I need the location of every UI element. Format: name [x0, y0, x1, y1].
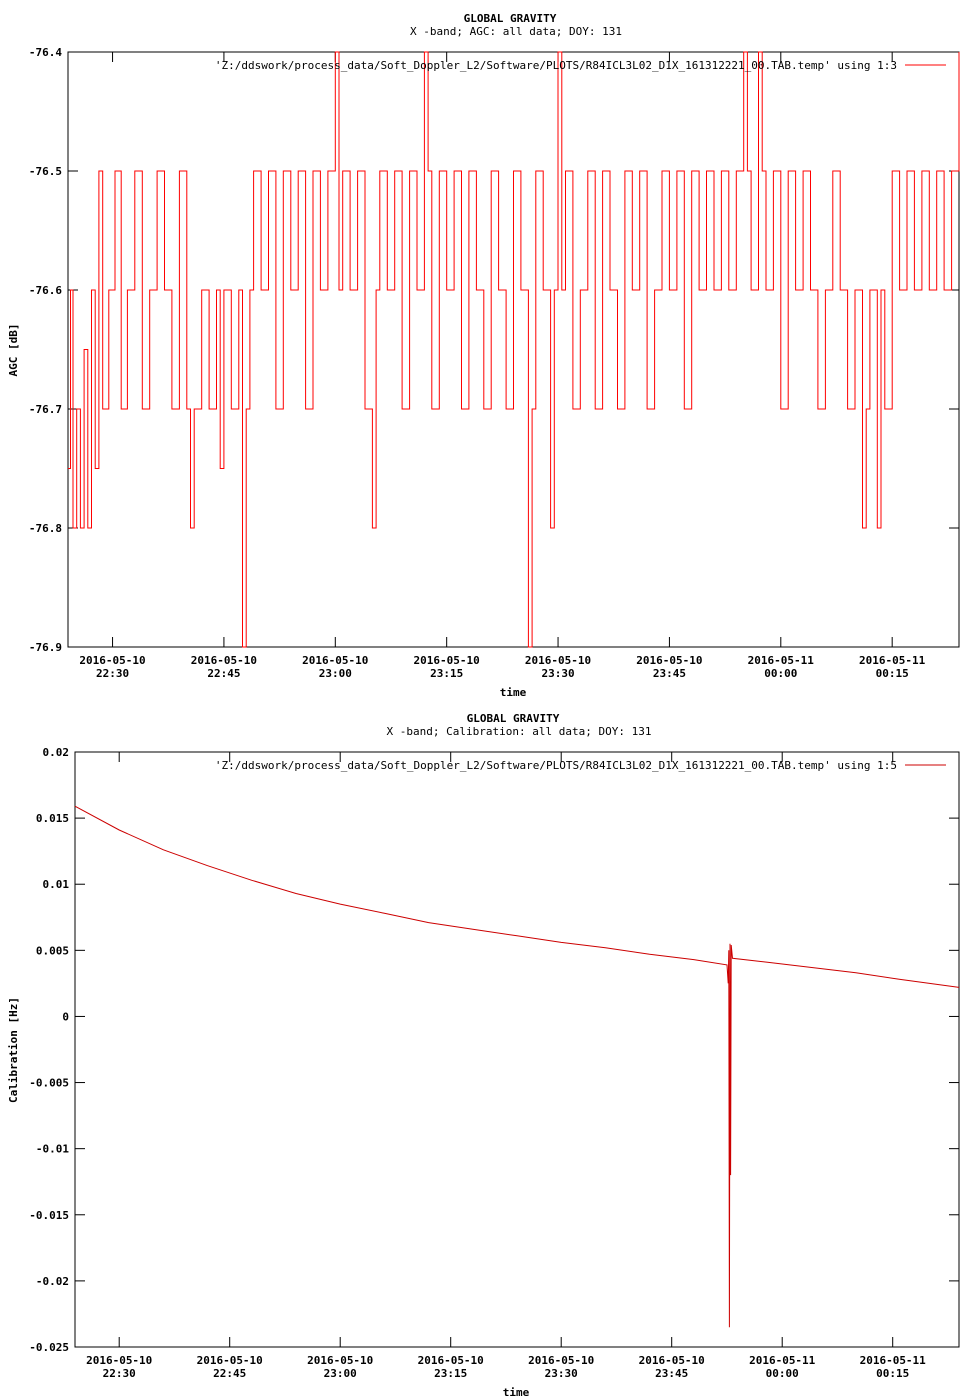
calibration-y-tick-label: -0.015: [29, 1209, 69, 1222]
calibration-y-tick-label: 0: [62, 1010, 69, 1023]
agc-y-tick-label: -76.5: [29, 165, 62, 178]
calibration-y-tick-label: 0.02: [43, 746, 70, 759]
calibration-x-tick-time: 23:45: [655, 1367, 688, 1380]
calibration-y-tick-label: 0.015: [36, 812, 69, 825]
calibration-y-ticks: 0.02 0.015 0.01 0.005 0 -0.005 -0.01 -0.015 -0.0…: [29, 746, 959, 1354]
agc-x-tick-time: 23:45: [653, 667, 686, 680]
calibration-x-tick-time: 00:00: [766, 1367, 799, 1380]
calibration-chart-title: GLOBAL GRAVITY: [467, 712, 560, 725]
calibration-x-tick-date: 2016-05-10: [197, 1354, 263, 1367]
agc-chart: GLOBAL GRAVITY X -band; AGC: all data; D…: [7, 12, 960, 699]
calibration-legend-label: 'Z:/ddswork/process_data/Soft_Doppler_L2…: [215, 759, 897, 772]
calibration-y-axis-label: Calibration [Hz]: [7, 997, 20, 1103]
agc-x-tick-date: 2016-05-10: [636, 654, 702, 667]
agc-x-tick-time: 22:30: [96, 667, 129, 680]
agc-y-tick-label: -76.4: [29, 46, 62, 59]
calibration-x-tick-time: 00:15: [876, 1367, 909, 1380]
agc-chart-title: GLOBAL GRAVITY: [464, 12, 557, 25]
agc-y-axis-label: AGC [dB]: [7, 324, 20, 377]
calibration-chart: GLOBAL GRAVITY X -band; Calibration: all…: [7, 712, 960, 1399]
calibration-y-tick-label: -0.01: [36, 1143, 69, 1156]
agc-x-tick-date: 2016-05-11: [859, 654, 926, 667]
calibration-x-tick-time: 23:15: [434, 1367, 467, 1380]
calibration-y-tick-label: -0.025: [29, 1341, 69, 1354]
calibration-x-tick-time: 23:00: [324, 1367, 357, 1380]
calibration-x-tick-date: 2016-05-10: [86, 1354, 152, 1367]
agc-plot-frame: [67, 51, 960, 648]
agc-x-tick-time: 00:15: [876, 667, 909, 680]
calibration-x-tick-date: 2016-05-10: [528, 1354, 594, 1367]
agc-legend-label: 'Z:/ddswork/process_data/Soft_Doppler_L2…: [215, 59, 897, 72]
calibration-x-tick-time: 22:30: [103, 1367, 136, 1380]
agc-x-tick-date: 2016-05-10: [525, 654, 591, 667]
agc-x-ticks: 2016-05-1022:302016-05-1022:452016-05-10…: [79, 52, 926, 680]
agc-y-ticks: -76.4 -76.5 -76.6 -76.7 -76.8 -76.9: [29, 46, 959, 654]
calibration-x-tick-date: 2016-05-10: [418, 1354, 484, 1367]
calibration-x-tick-date: 2016-05-10: [639, 1354, 705, 1367]
agc-x-axis-label: time: [500, 686, 527, 699]
calibration-y-tick-label: 0.005: [36, 944, 69, 957]
calibration-x-tick-time: 22:45: [213, 1367, 246, 1380]
calibration-y-tick-label: 0.01: [43, 878, 70, 891]
agc-y-tick-label: -76.9: [29, 641, 62, 654]
calibration-x-tick-time: 23:30: [545, 1367, 578, 1380]
calibration-x-ticks: 2016-05-1022:302016-05-1022:452016-05-10…: [86, 752, 926, 1380]
calibration-x-tick-date: 2016-05-11: [860, 1354, 927, 1367]
calibration-series-line: [74, 805, 960, 1328]
agc-x-tick-time: 23:30: [541, 667, 574, 680]
agc-y-tick-label: -76.6: [29, 284, 62, 297]
agc-x-tick-date: 2016-05-11: [748, 654, 815, 667]
calibration-plot-frame: [74, 751, 960, 1348]
calibration-y-tick-label: -0.02: [36, 1275, 69, 1288]
agc-x-tick-date: 2016-05-10: [79, 654, 145, 667]
calibration-x-axis-label: time: [503, 1386, 530, 1399]
calibration-chart-subtitle: X -band; Calibration: all data; DOY: 131: [387, 725, 652, 738]
agc-x-tick-time: 22:45: [207, 667, 240, 680]
agc-chart-subtitle: X -band; AGC: all data; DOY: 131: [410, 25, 622, 38]
agc-x-tick-time: 23:00: [319, 667, 352, 680]
agc-y-tick-label: -76.7: [29, 403, 62, 416]
agc-x-tick-time: 00:00: [764, 667, 797, 680]
calibration-y-tick-label: -0.005: [29, 1077, 69, 1090]
agc-series-line: [68, 51, 960, 648]
agc-y-tick-label: -76.8: [29, 522, 62, 535]
calibration-x-tick-date: 2016-05-10: [307, 1354, 373, 1367]
calibration-x-tick-date: 2016-05-11: [749, 1354, 816, 1367]
agc-x-tick-date: 2016-05-10: [302, 654, 368, 667]
agc-x-tick-date: 2016-05-10: [191, 654, 257, 667]
agc-x-tick-date: 2016-05-10: [414, 654, 480, 667]
agc-x-tick-time: 23:15: [430, 667, 463, 680]
